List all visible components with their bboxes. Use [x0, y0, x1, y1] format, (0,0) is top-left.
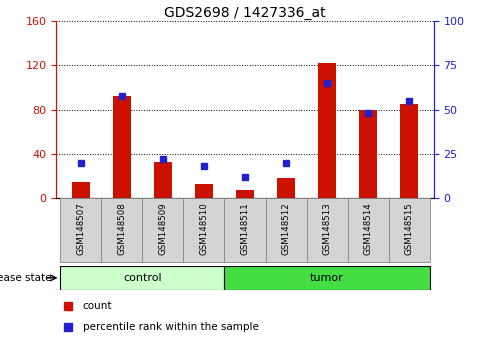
Title: GDS2698 / 1427336_at: GDS2698 / 1427336_at	[164, 6, 326, 20]
Text: tumor: tumor	[310, 273, 344, 283]
Bar	[307, 198, 347, 262]
Bar	[195, 184, 213, 198]
Bar	[266, 198, 307, 262]
Bar	[347, 198, 389, 262]
Bar	[143, 198, 183, 262]
Text: GSM148509: GSM148509	[158, 202, 168, 255]
Text: GSM148511: GSM148511	[241, 202, 249, 255]
Bar	[389, 198, 430, 262]
Bar	[60, 198, 101, 262]
Text: GSM148508: GSM148508	[118, 202, 126, 255]
Bar	[113, 97, 131, 198]
Text: GSM148515: GSM148515	[405, 202, 414, 255]
Bar	[400, 104, 418, 198]
Text: GSM148507: GSM148507	[76, 202, 85, 255]
Text: disease state: disease state	[0, 273, 51, 283]
Text: GSM148510: GSM148510	[199, 202, 208, 255]
Bar	[101, 198, 143, 262]
Bar	[318, 63, 336, 198]
Text: GSM148513: GSM148513	[322, 202, 332, 255]
Bar	[224, 266, 430, 290]
Bar	[60, 266, 224, 290]
Bar	[236, 190, 254, 198]
Bar	[224, 198, 266, 262]
Text: count: count	[83, 301, 112, 311]
Bar	[277, 178, 295, 198]
Text: percentile rank within the sample: percentile rank within the sample	[83, 322, 259, 332]
Bar	[359, 110, 377, 198]
Bar	[72, 182, 90, 198]
Text: control: control	[123, 273, 162, 283]
Bar	[183, 198, 224, 262]
Bar	[154, 162, 172, 198]
Text: GSM148512: GSM148512	[282, 202, 291, 255]
Text: GSM148514: GSM148514	[364, 202, 372, 255]
